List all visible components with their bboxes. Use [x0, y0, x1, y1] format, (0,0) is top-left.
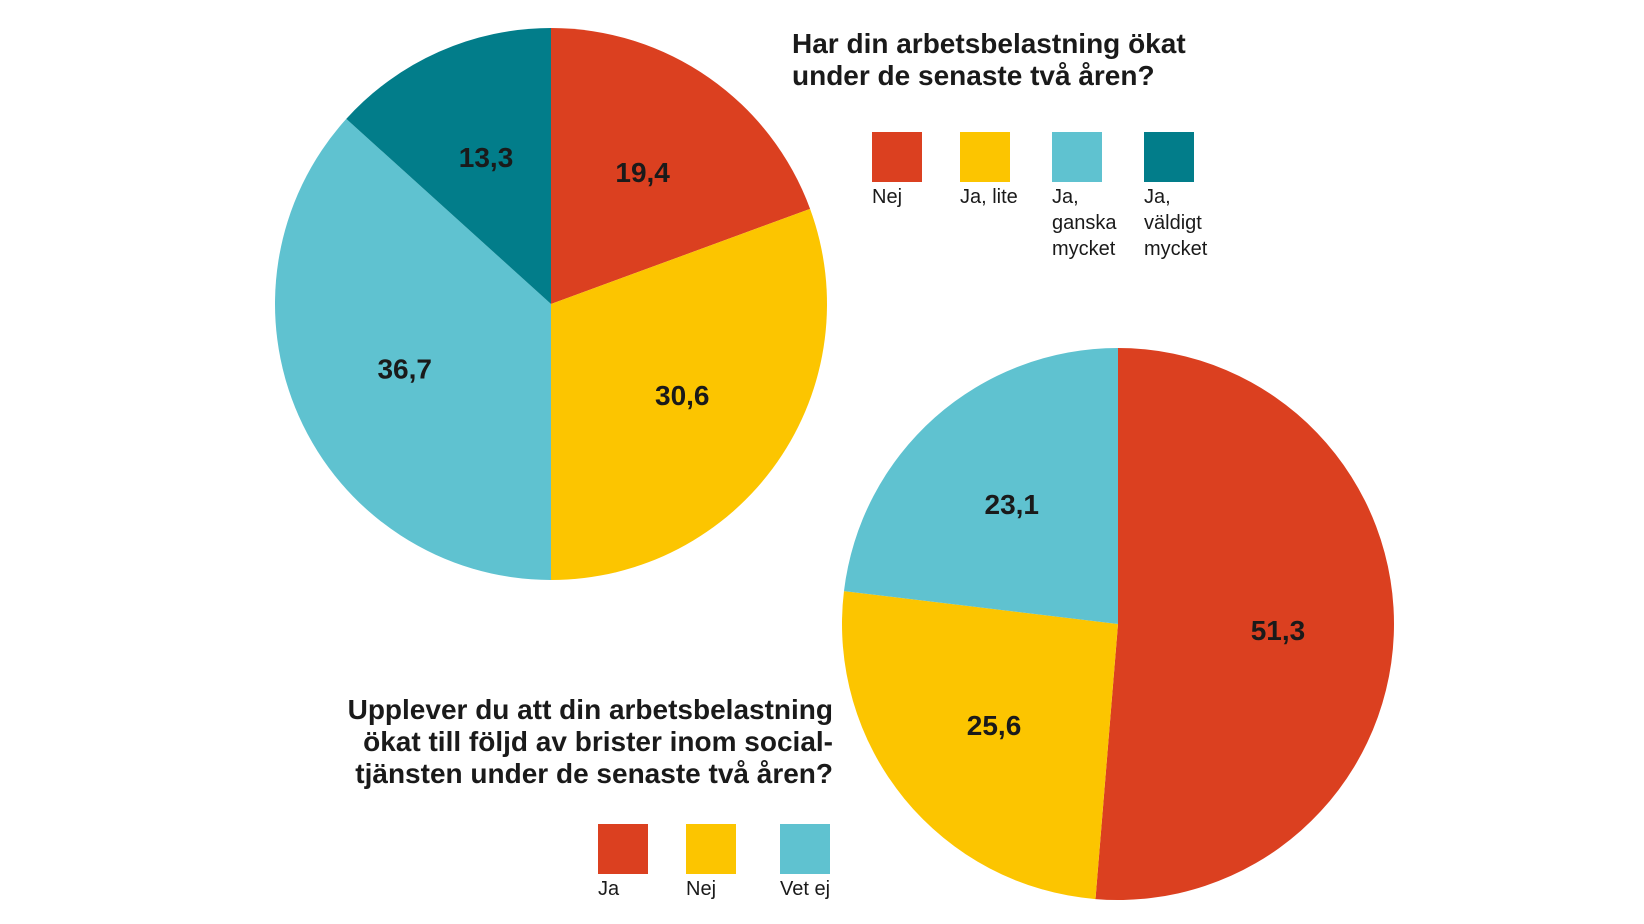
legend-label-line: Nej [872, 186, 903, 208]
legend-label-line: Vet ej [780, 878, 831, 900]
legend-item-nej: Nej [872, 132, 922, 210]
legend-item-ja-valdigt-mycket: Ja, väldigt mycket [1144, 132, 1207, 262]
legend-swatch [780, 824, 830, 874]
pie-slice-nej [551, 28, 811, 304]
legend-label: Ja [598, 876, 648, 902]
legend-item-ja: Ja [598, 824, 648, 902]
slice-value-label: 23,1 [985, 489, 1040, 520]
slice-value-label: 13,3 [459, 142, 514, 173]
pie-slice-ja-ganska-mycket [275, 118, 551, 580]
legend-label: Ja, lite [960, 184, 1018, 210]
title-line: tjänsten under de senaste två åren? [355, 758, 833, 789]
legend-label-line: Ja [598, 878, 620, 900]
slice-value-label: 36,7 [377, 353, 432, 384]
legend-label-line: ganska [1052, 212, 1117, 234]
legend-label-line: Ja, [1052, 186, 1079, 208]
title-line: Har din arbetsbelastning ökat [792, 28, 1186, 59]
pie-slice-vet-ej [843, 348, 1118, 624]
legend-swatch [1144, 132, 1194, 182]
legend-item-ja-lite: Ja, lite [960, 132, 1018, 210]
legend-label-line: Ja, [1144, 186, 1171, 208]
legend-label: Nej [686, 876, 736, 902]
legend-label: Vet ej [780, 876, 830, 902]
title-line: ökat till följd av brister inom social- [363, 726, 833, 757]
legend-label-line: Ja, lite [960, 186, 1018, 208]
slice-value-label: 19,4 [615, 157, 670, 188]
legend-label: Nej [872, 184, 922, 210]
legend-label-line: mycket [1052, 238, 1116, 260]
slice-value-label: 25,6 [967, 710, 1022, 741]
legend-swatch [872, 132, 922, 182]
pie-slice-nej [841, 591, 1118, 900]
slice-value-label: 51,3 [1251, 615, 1306, 646]
legend-item-ja-ganska-mycket: Ja, ganska mycket [1052, 132, 1117, 262]
pie-chart-workload-increase: 19,4 30,6 36,7 13,3 [275, 28, 827, 581]
legend-swatch [686, 824, 736, 874]
legend-swatch [598, 824, 648, 874]
title-line: under de senaste två åren? [792, 60, 1155, 91]
pie-slice-ja-lite [551, 208, 827, 581]
pie-slice-ja [1095, 348, 1395, 900]
slice-value-label: 30,6 [655, 380, 710, 411]
legend-item-nej: Nej [686, 824, 736, 902]
legend-swatch [960, 132, 1010, 182]
title-line: Upplever du att din arbetsbelastning [347, 694, 833, 725]
legend-swatch [1052, 132, 1102, 182]
pie-chart-social-services-shortcomings: 51,3 25,6 23,1 [841, 348, 1395, 900]
legend-label: Ja, ganska mycket [1052, 184, 1117, 262]
legend-label-line: Nej [686, 878, 717, 900]
legend-label: Ja, väldigt mycket [1144, 184, 1207, 262]
chart-title-social-services-shortcomings: Upplever du att din arbetsbelastning öka… [300, 694, 833, 790]
legend-item-vet-ej: Vet ej [780, 824, 830, 902]
chart-title-workload-increase: Har din arbetsbelastning ökat under de s… [792, 28, 1186, 92]
pie-slice-ja-väldigt-mycket [346, 28, 551, 304]
legend-label-line: mycket [1144, 238, 1208, 260]
legend-label-line: väldigt [1144, 212, 1202, 234]
